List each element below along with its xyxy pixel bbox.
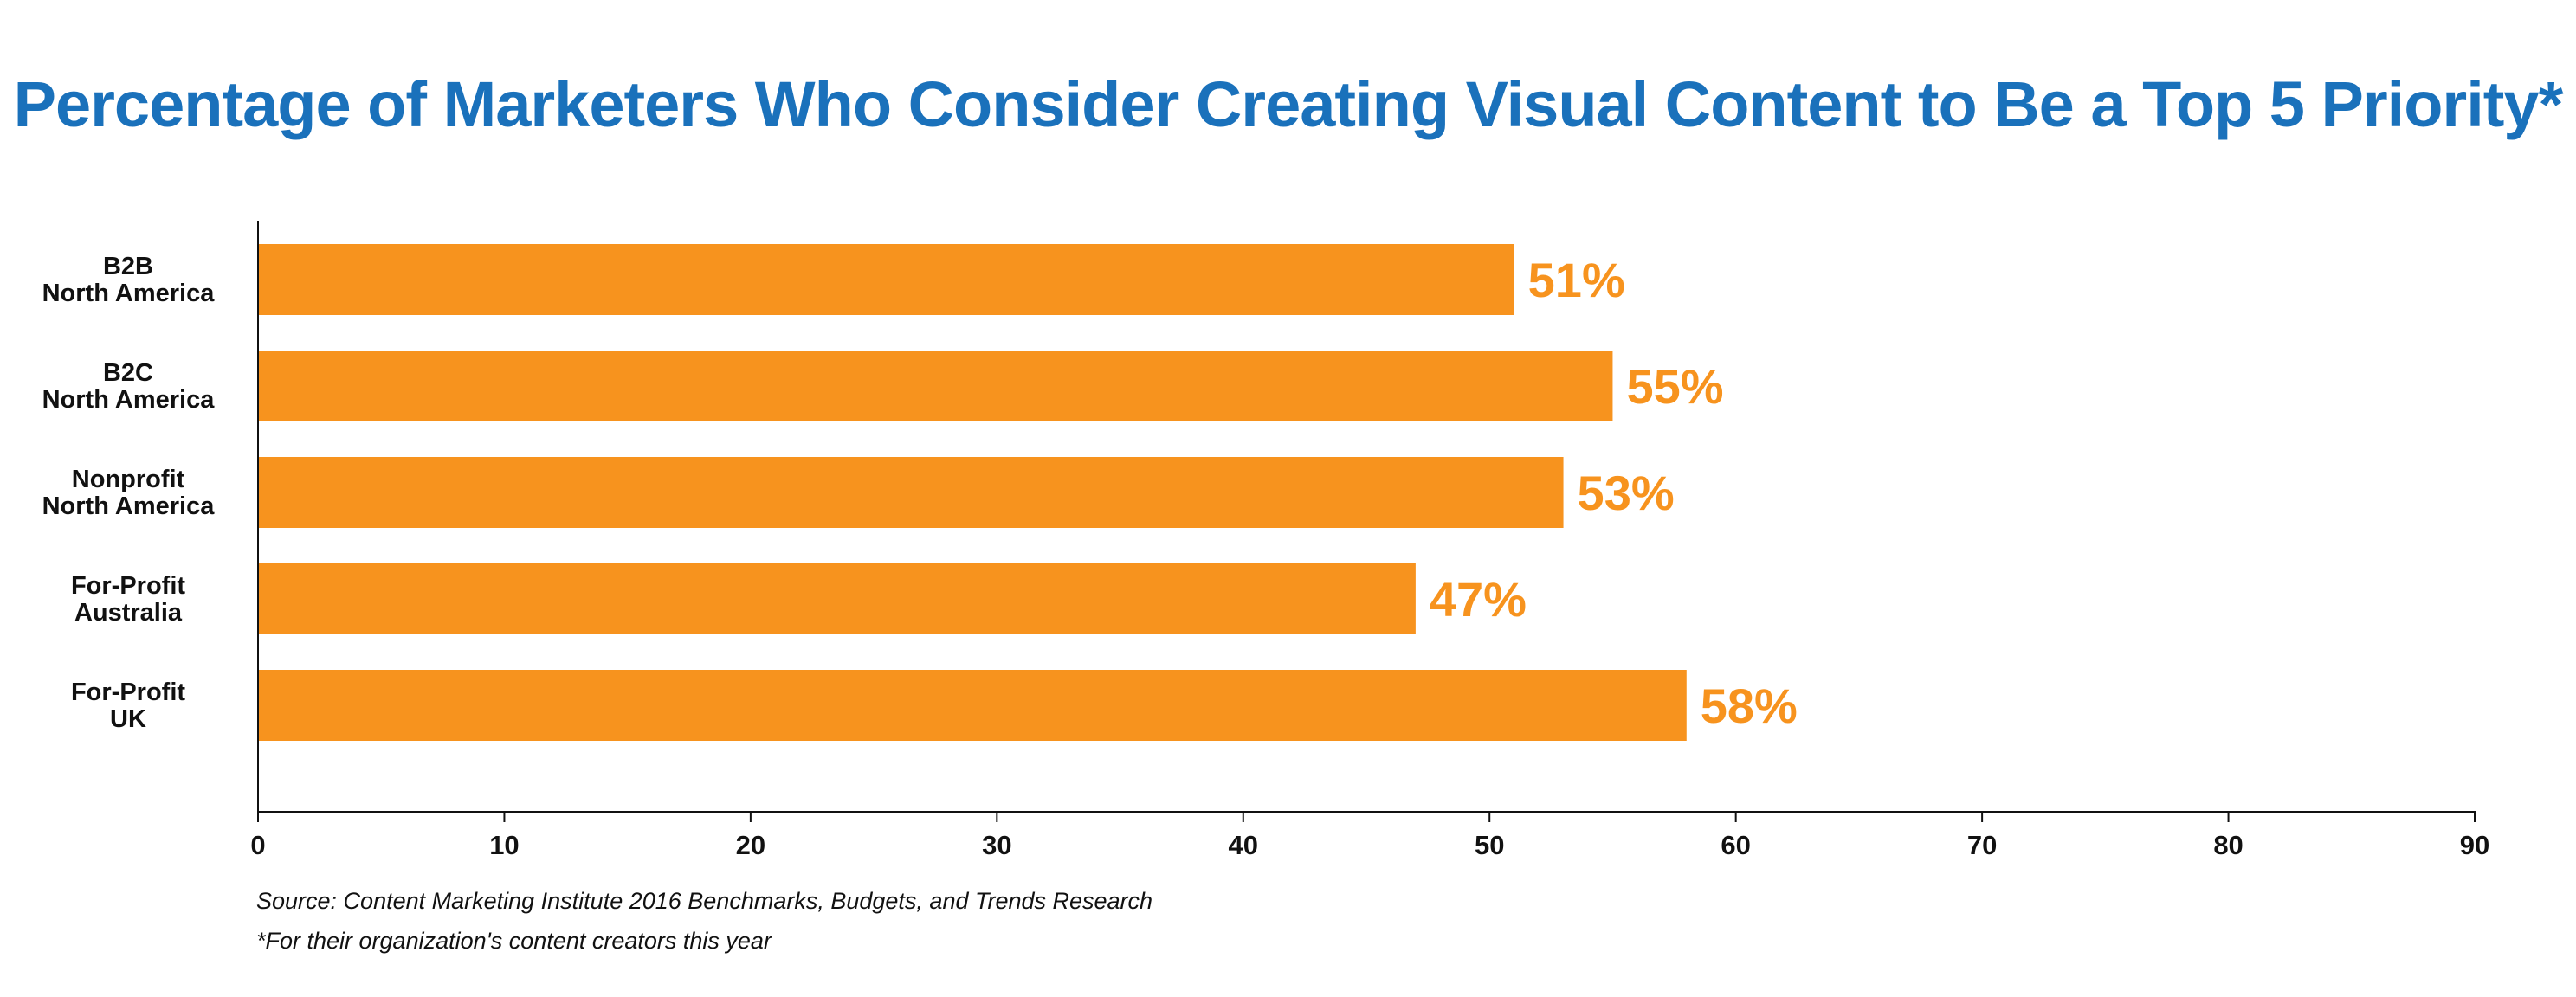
axes [257, 221, 2476, 813]
x-tick-label-0: 0 [250, 830, 265, 860]
x-tick-label-2: 20 [736, 830, 765, 860]
x-axis-ticks: 0 10 20 30 40 50 60 70 80 90 [250, 812, 2489, 860]
category-label-1-line-0: B2C [103, 359, 153, 387]
bar-2 [259, 457, 1564, 528]
category-label-2-line-1: North America [42, 492, 216, 520]
value-label-4: 58% [1701, 679, 1798, 733]
asterisk-footnote: *For their organization's content creato… [256, 928, 772, 954]
x-tick-label-3: 30 [982, 830, 1011, 860]
bar-4 [259, 670, 1687, 741]
x-tick-label-8: 80 [2213, 830, 2243, 860]
value-label-2: 53% [1578, 466, 1675, 520]
value-label-0: 51% [1528, 253, 1625, 307]
category-label-4-line-0: For-Profit [71, 679, 185, 706]
category-label-3-line-1: Australia [74, 599, 183, 627]
category-label-3-line-0: For-Profit [71, 572, 185, 600]
chart-title: Percentage of Marketers Who Consider Cre… [13, 68, 2564, 140]
x-tick-label-5: 50 [1475, 830, 1504, 860]
category-label-2-line-0: Nonprofit [72, 466, 185, 493]
category-label-0-line-1: North America [42, 280, 216, 307]
x-tick-label-1: 10 [489, 830, 519, 860]
value-labels: 51%55% 53% 47% 58% [1430, 253, 1798, 733]
bar-1 [259, 351, 1613, 421]
x-tick-label-7: 70 [1967, 830, 1997, 860]
value-label-3: 47% [1430, 572, 1527, 627]
x-tick-label-4: 40 [1229, 830, 1258, 860]
bar-3 [259, 563, 1416, 634]
x-tick-label-6: 60 [1721, 830, 1750, 860]
bar-0 [259, 244, 1514, 315]
category-label-4-line-1: UK [110, 705, 146, 733]
bars-layer [259, 244, 1687, 741]
category-label-1-line-1: North America [42, 386, 216, 414]
category-label-0-line-0: B2B [103, 253, 153, 280]
source-note: Source: Content Marketing Institute 2016… [256, 888, 1153, 914]
x-tick-label-9: 90 [2460, 830, 2489, 860]
value-label-1: 55% [1626, 359, 1723, 414]
